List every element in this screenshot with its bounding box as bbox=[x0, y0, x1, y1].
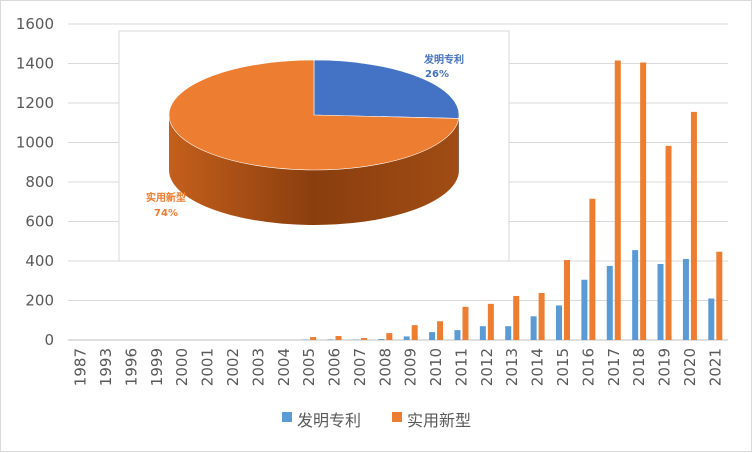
pie-slices bbox=[169, 60, 459, 225]
bar-utility bbox=[640, 63, 646, 340]
x-tick-label: 2005 bbox=[300, 348, 318, 386]
bar-invention bbox=[708, 299, 714, 340]
pie-label-utility-percent: 74% bbox=[154, 208, 178, 219]
x-tick-label: 2011 bbox=[452, 348, 470, 386]
legend-swatch-invention bbox=[282, 412, 292, 422]
bar-invention bbox=[531, 316, 537, 340]
bar-utility bbox=[615, 61, 621, 340]
x-tick-label: 2007 bbox=[351, 348, 369, 386]
y-tick-label: 1600 bbox=[16, 15, 54, 33]
bar-utility bbox=[412, 325, 418, 340]
x-tick-label: 2021 bbox=[706, 348, 724, 386]
bar-invention bbox=[632, 250, 638, 340]
pie-label-utility-name: 实用新型 bbox=[146, 191, 186, 204]
x-tick-label: 2012 bbox=[478, 348, 496, 386]
y-axis-labels: 0 200 400 600 800 1000 1200 1400 1600 bbox=[16, 15, 54, 349]
x-tick-label: 2017 bbox=[605, 348, 623, 386]
y-tick-label: 0 bbox=[44, 331, 54, 349]
bar-utility bbox=[564, 260, 570, 340]
x-tick-label: 2019 bbox=[656, 348, 674, 386]
bar-utility bbox=[336, 336, 342, 340]
x-tick-label: 2015 bbox=[554, 348, 572, 386]
legend: 发明专利 实用新型 bbox=[282, 411, 471, 430]
bar-invention bbox=[505, 326, 511, 340]
x-tick-label: 1999 bbox=[148, 348, 166, 386]
x-tick-label: 2008 bbox=[376, 348, 394, 386]
bar-invention bbox=[683, 259, 689, 340]
y-tick-label: 1400 bbox=[16, 55, 54, 73]
bar-invention bbox=[378, 339, 384, 340]
x-tick-label: 2013 bbox=[503, 348, 521, 386]
x-tick-label: 1993 bbox=[97, 348, 115, 386]
pie-chart: 发明专利 26% 实用新型 74% bbox=[119, 31, 509, 261]
x-tick-label: 2014 bbox=[529, 348, 547, 386]
x-tick-label: 2000 bbox=[173, 348, 191, 386]
bar-utility bbox=[539, 293, 545, 340]
bar-utility bbox=[716, 252, 722, 340]
x-tick-label: 2020 bbox=[681, 348, 699, 386]
bar-utility bbox=[488, 304, 494, 340]
x-tick-label: 2018 bbox=[630, 348, 648, 386]
bar-invention bbox=[328, 339, 334, 340]
pie-label-invention-percent: 26% bbox=[425, 69, 449, 80]
x-tick-label: 2004 bbox=[275, 348, 293, 386]
x-tick-label: 2003 bbox=[249, 348, 267, 386]
pie-label-invention-name: 发明专利 bbox=[423, 53, 464, 66]
x-tick-label: 2010 bbox=[427, 348, 445, 386]
y-tick-label: 1200 bbox=[16, 94, 54, 112]
bar-utility bbox=[513, 296, 519, 340]
bar-invention bbox=[404, 336, 410, 340]
x-tick-label: 2002 bbox=[224, 348, 242, 386]
bar-utility bbox=[691, 112, 697, 340]
x-axis-labels: 1987 1993 1996 1999 2000 2001 2002 2003 2004 2005… bbox=[72, 348, 725, 386]
y-tick-label: 1000 bbox=[16, 134, 54, 152]
bar-utility bbox=[666, 146, 672, 340]
x-tick-label: 2009 bbox=[402, 348, 420, 386]
bar-invention bbox=[581, 280, 587, 340]
x-tick-label: 2001 bbox=[199, 348, 217, 386]
x-tick-label: 1987 bbox=[72, 348, 90, 386]
legend-swatch-utility bbox=[392, 412, 402, 422]
bar-invention bbox=[658, 264, 664, 340]
bar-utility bbox=[386, 333, 392, 340]
y-tick-label: 400 bbox=[25, 252, 54, 270]
bar-utility bbox=[589, 199, 595, 340]
bar-utility bbox=[310, 337, 316, 340]
bar-invention bbox=[607, 266, 613, 340]
x-tick-label: 2006 bbox=[326, 348, 344, 386]
y-tick-label: 800 bbox=[25, 173, 54, 191]
bar-utility bbox=[361, 338, 367, 340]
y-tick-label: 600 bbox=[25, 213, 54, 231]
y-tick-label: 200 bbox=[25, 292, 54, 310]
legend-label-invention: 发明专利 bbox=[297, 411, 361, 430]
legend-label-utility: 实用新型 bbox=[407, 411, 471, 430]
x-tick-label: 1996 bbox=[122, 348, 140, 386]
bar-invention bbox=[454, 330, 460, 340]
bar-utility bbox=[437, 321, 443, 340]
x-tick-label: 2016 bbox=[579, 348, 597, 386]
bar-utility bbox=[462, 307, 468, 340]
bar-invention bbox=[480, 326, 486, 340]
bar-invention bbox=[429, 332, 435, 340]
bar-invention bbox=[556, 305, 562, 340]
